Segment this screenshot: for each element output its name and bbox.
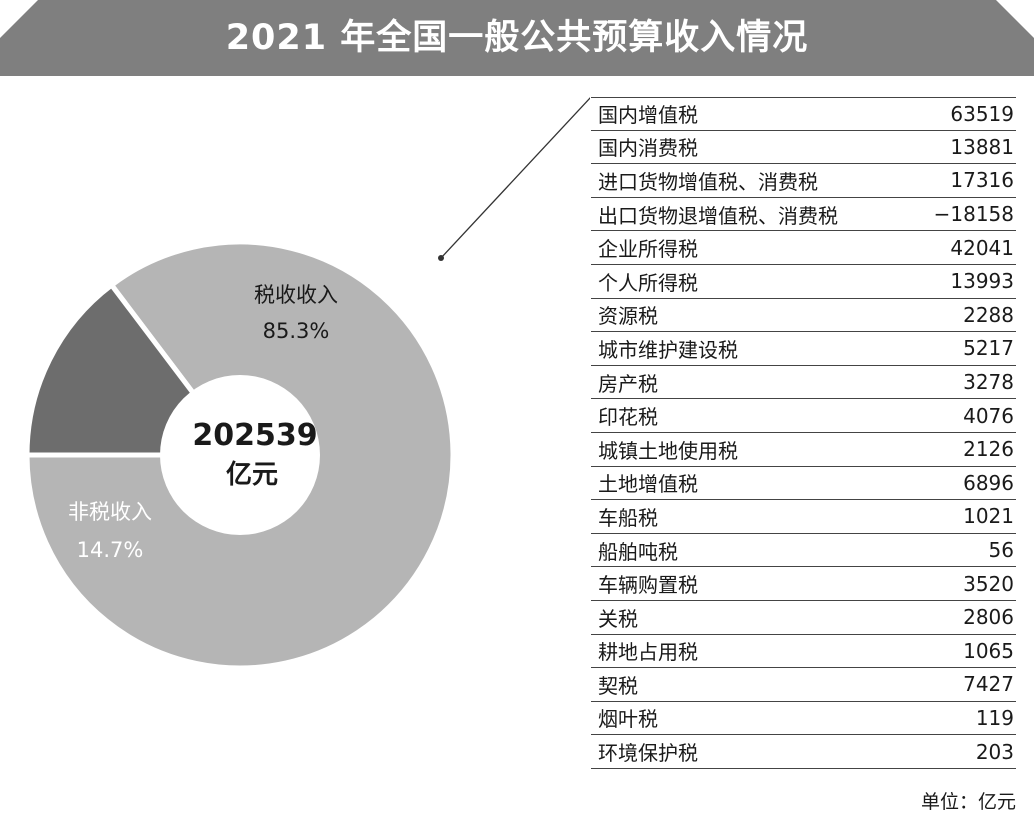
table-row: 环境保护税 203 <box>591 735 1016 769</box>
table-row: 城市维护建设税 5217 <box>591 332 1016 366</box>
center-value: 202539 <box>192 418 317 453</box>
tax-item-name: 进口货物增值税、消费税 <box>598 169 818 194</box>
tax-item-name: 印花税 <box>598 405 658 430</box>
tax-item-name: 环境保护税 <box>598 741 698 766</box>
tax-item-value: 3278 <box>963 370 1014 395</box>
table-row: 印花税 4076 <box>591 399 1016 433</box>
tax-item-value: 56 <box>988 538 1014 563</box>
tax-item-value: 13993 <box>950 269 1014 294</box>
banner-left-notch <box>0 0 38 38</box>
title-banner <box>0 0 1034 76</box>
tax-item-value: 13881 <box>950 134 1014 159</box>
tax-item-value: 2806 <box>963 605 1014 630</box>
banner-right-notch <box>996 0 1034 38</box>
table-row: 国内增值税 63519 <box>591 97 1016 131</box>
tax-item-value: 17316 <box>950 168 1014 193</box>
tax-item-name: 出口货物退增值税、消费税 <box>598 203 838 228</box>
table-row: 烟叶税 119 <box>591 702 1016 736</box>
table-row: 进口货物增值税、消费税 17316 <box>591 164 1016 198</box>
tax-item-value: 5217 <box>963 336 1014 361</box>
tax-item-name: 烟叶税 <box>598 707 658 732</box>
table-row: 城镇土地使用税 2126 <box>591 433 1016 467</box>
tax-item-value: 2288 <box>963 302 1014 327</box>
table-row: 车辆购置税 3520 <box>591 567 1016 601</box>
tax-item-value: 3520 <box>963 571 1014 596</box>
tax-item-name: 城市维护建设税 <box>598 337 738 362</box>
table-row: 出口货物退增值税、消费税 −18158 <box>591 198 1016 232</box>
tax-item-value: 63519 <box>950 101 1014 126</box>
table-row: 房产税 3278 <box>591 366 1016 400</box>
tax-slice-percent: 85.3% <box>263 319 330 343</box>
tax-item-name: 个人所得税 <box>598 270 698 295</box>
table-row: 船舶吨税 56 <box>591 534 1016 568</box>
tax-item-name: 车辆购置税 <box>598 573 698 598</box>
center-unit: 亿元 <box>226 460 278 490</box>
table-row: 耕地占用税 1065 <box>591 635 1016 669</box>
tax-item-value: 1065 <box>963 638 1014 663</box>
tax-item-value: 7427 <box>963 672 1014 697</box>
tax-item-value: 4076 <box>963 403 1014 428</box>
tax-item-name: 关税 <box>598 606 638 631</box>
tax-item-name: 土地增值税 <box>598 472 698 497</box>
table-row: 国内消费税 13881 <box>591 131 1016 165</box>
tax-item-value: 119 <box>975 705 1014 730</box>
tax-item-name: 车船税 <box>598 505 658 530</box>
unit-label: 单位：亿元 <box>920 791 1016 813</box>
table-row: 契税 7427 <box>591 668 1016 702</box>
tax-item-value: 2126 <box>963 437 1014 462</box>
donut-chart: 202539 亿元 税收收入 85.3% 非税收入 14.7% <box>27 97 590 668</box>
table-row: 车船税 1021 <box>591 500 1016 534</box>
title-banner-shape <box>0 0 1034 76</box>
tax-item-name: 耕地占用税 <box>598 640 698 665</box>
donut-center-hole <box>160 375 320 535</box>
page-title: 2021 年全国一般公共预算收入情况 <box>225 18 809 58</box>
tax-breakdown-table: 国内增值税 63519 国内消费税 13881 进口货物增值税、消费税 17316 出口货物… <box>591 97 1016 769</box>
tax-item-name: 契税 <box>598 673 638 698</box>
table-row: 土地增值税 6896 <box>591 467 1016 501</box>
tax-item-name: 国内增值税 <box>598 103 698 128</box>
tax-item-name: 国内消费税 <box>598 136 698 161</box>
tax-item-value: 203 <box>975 739 1014 764</box>
tax-item-value: 1021 <box>963 504 1014 529</box>
tax-item-value: −18158 <box>933 202 1014 227</box>
tax-slice-label: 税收收入 <box>254 283 338 307</box>
tax-item-name: 城镇土地使用税 <box>598 438 738 463</box>
tax-item-value: 42041 <box>950 235 1014 260</box>
tax-item-name: 企业所得税 <box>598 237 698 262</box>
table-row: 个人所得税 13993 <box>591 265 1016 299</box>
tax-item-name: 船舶吨税 <box>598 539 678 564</box>
tax-item-value: 6896 <box>963 470 1014 495</box>
callout-leader-line <box>440 97 590 259</box>
tax-item-name: 资源税 <box>598 304 658 329</box>
table-row: 关税 2806 <box>591 601 1016 635</box>
table-row: 企业所得税 42041 <box>591 231 1016 265</box>
nontax-slice-percent: 14.7% <box>77 538 144 562</box>
callout-leader-dot <box>438 255 444 261</box>
tax-item-name: 房产税 <box>598 371 658 396</box>
table-row: 资源税 2288 <box>591 299 1016 333</box>
nontax-slice-label: 非税收入 <box>68 500 152 524</box>
